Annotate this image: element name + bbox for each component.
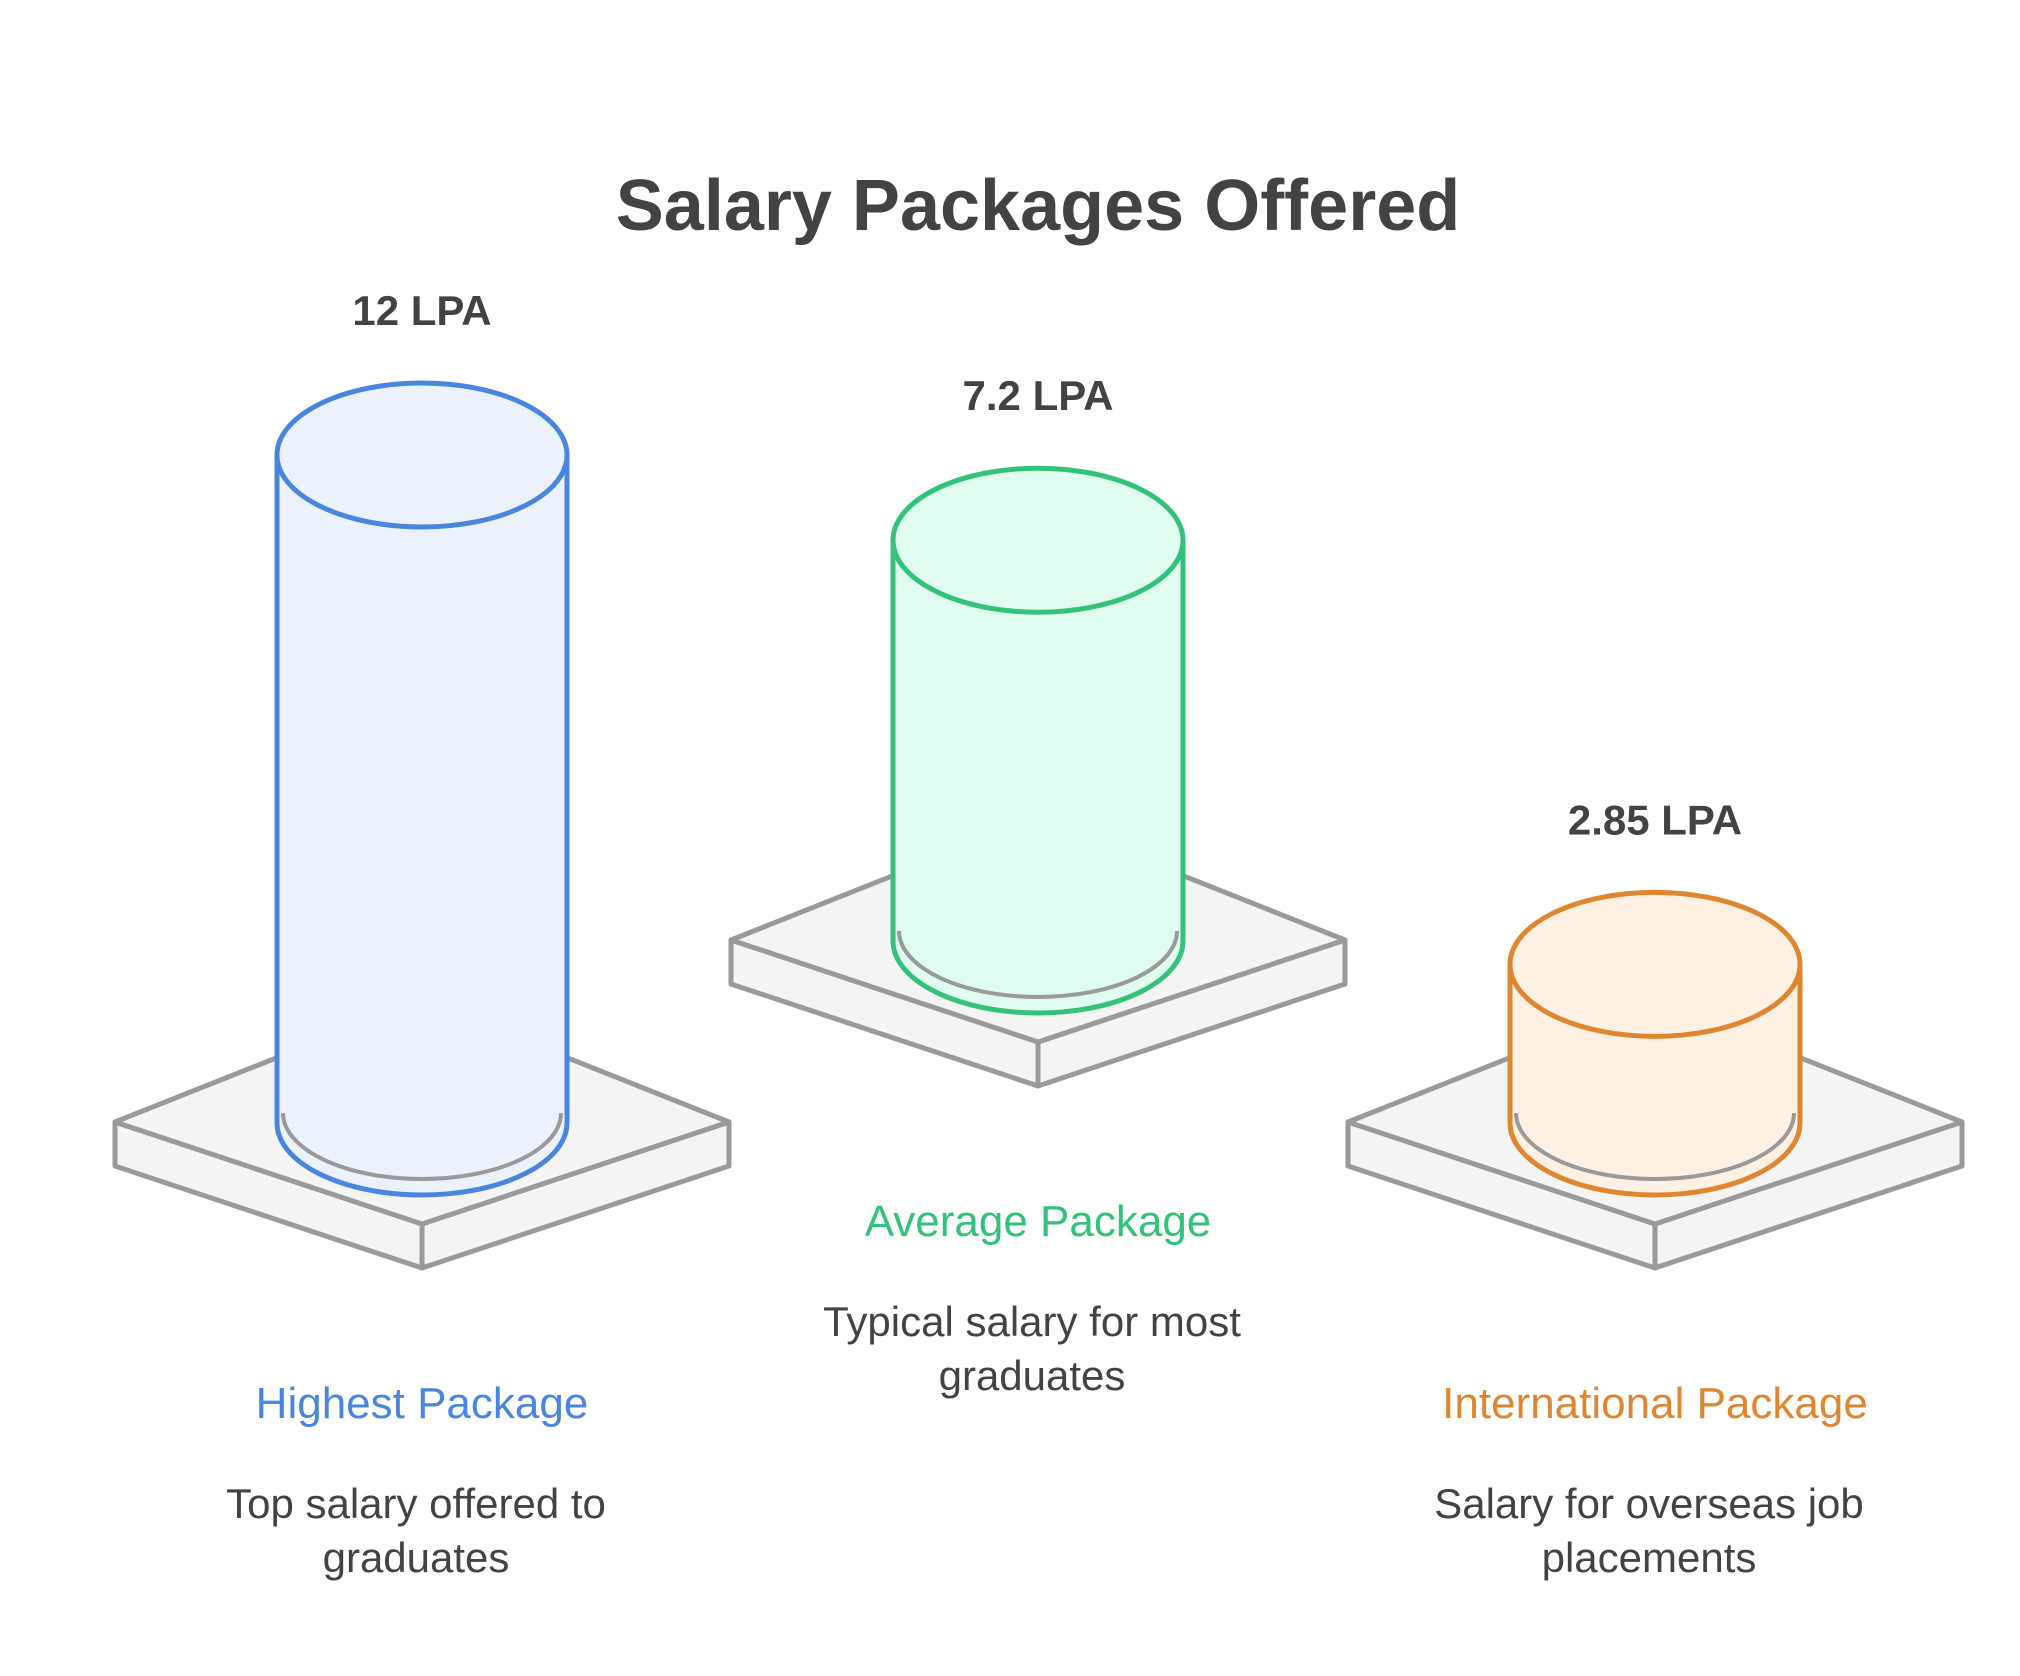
bar-bottom-shadow bbox=[281, 1112, 563, 1181]
description-line: graduates bbox=[939, 1352, 1126, 1399]
description-line: placements bbox=[1542, 1534, 1757, 1581]
bar-group: 7.2 LPA Average Package Typical salary for… bbox=[728, 372, 1348, 1399]
category-label: International Package bbox=[1442, 1379, 1868, 1428]
bar-bottom-shadow bbox=[897, 930, 1179, 999]
bars-layer: 12 LPA Highest Package Top salary offered … bbox=[112, 287, 1965, 1581]
category-label: Average Package bbox=[865, 1197, 1212, 1246]
value-label: 2.85 LPA bbox=[1568, 796, 1742, 843]
bar-top-cap bbox=[890, 465, 1186, 615]
bar-mark bbox=[890, 540, 1186, 1016]
bar-group: 2.85 LPA International Package Salary for … bbox=[1345, 796, 1965, 1581]
description-line: Typical salary for most bbox=[823, 1298, 1241, 1345]
bar-group: 12 LPA Highest Package Top salary offered … bbox=[112, 287, 732, 1581]
bar-top-cap bbox=[1507, 889, 1803, 1039]
description-line: Top salary offered to bbox=[226, 1480, 606, 1527]
bar-mark bbox=[274, 455, 570, 1198]
bar-top-cap bbox=[274, 380, 570, 530]
category-label: Highest Package bbox=[256, 1379, 589, 1428]
page-title: Salary Packages Offered bbox=[616, 166, 1461, 246]
value-label: 12 LPA bbox=[352, 287, 491, 334]
bar-bottom-shadow bbox=[1514, 1112, 1796, 1181]
description-line: Salary for overseas job bbox=[1434, 1480, 1864, 1527]
value-label: 7.2 LPA bbox=[963, 372, 1114, 419]
description-line: graduates bbox=[323, 1534, 510, 1581]
